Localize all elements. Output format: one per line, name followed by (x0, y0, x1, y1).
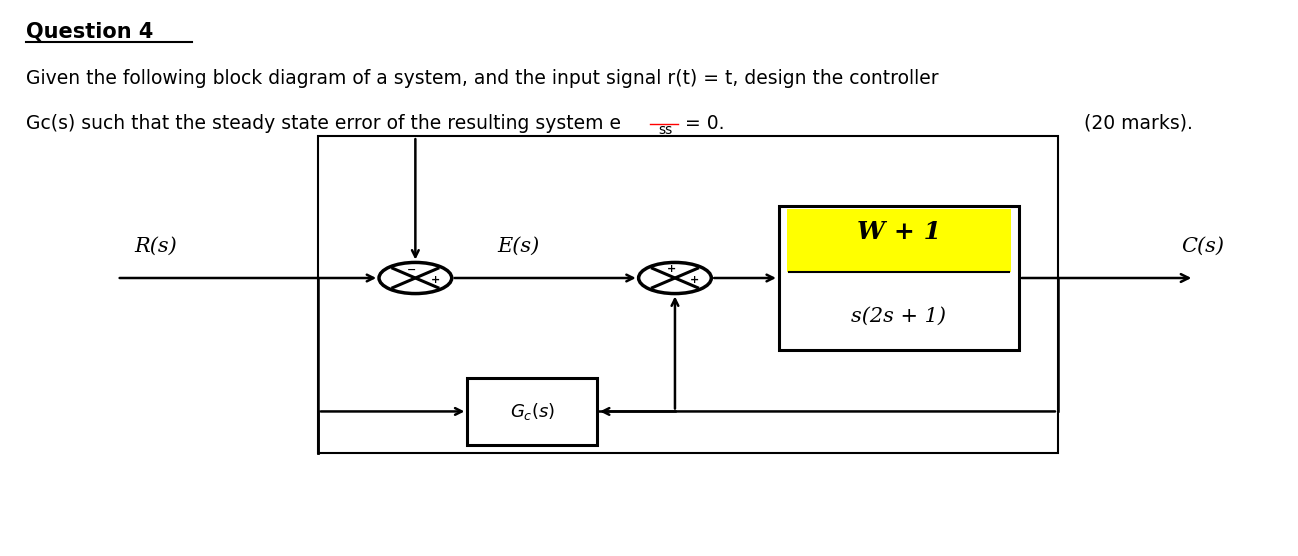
Bar (779, 206, 1019, 350)
Text: +: + (666, 265, 676, 275)
Circle shape (379, 262, 452, 294)
Text: C(s): C(s) (1181, 237, 1224, 256)
Text: $G_c(s)$: $G_c(s)$ (510, 401, 554, 422)
Text: s(2s + 1): s(2s + 1) (851, 306, 946, 325)
Text: W + 1: W + 1 (857, 220, 941, 244)
Text: Given the following block diagram of a system, and the input signal r(t) = t, de: Given the following block diagram of a s… (26, 70, 938, 88)
Text: = 0.: = 0. (679, 114, 724, 133)
Text: Gc(s) such that the steady state error of the resulting system e: Gc(s) such that the steady state error o… (26, 114, 620, 133)
Text: Question 4: Question 4 (26, 22, 153, 42)
Text: E(s): E(s) (497, 237, 540, 256)
Text: R(s): R(s) (135, 237, 177, 256)
Text: ss: ss (658, 123, 672, 137)
Circle shape (639, 262, 711, 294)
Text: (20 marks).: (20 marks). (1084, 114, 1193, 133)
Text: +: + (691, 275, 700, 285)
Bar (467, 378, 597, 445)
Text: +: + (431, 275, 440, 285)
Bar (318, 136, 1058, 453)
Bar (787, 209, 1011, 272)
Text: −: − (406, 265, 417, 275)
